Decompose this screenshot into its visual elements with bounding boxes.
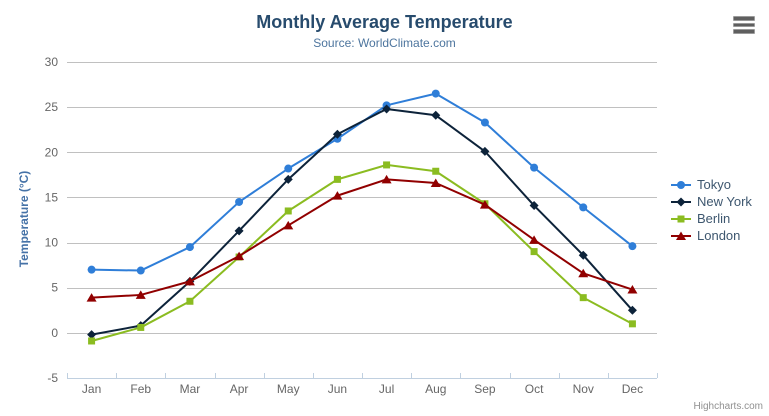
x-axis-tick-label: Sep [474, 382, 496, 396]
hamburger-icon [733, 22, 755, 28]
data-point-square[interactable] [432, 167, 440, 175]
x-axis-tick-label: May [277, 382, 300, 396]
x-axis-tick-label: Jun [328, 382, 347, 396]
legend-marker-square-icon [671, 215, 691, 222]
data-point-square[interactable] [628, 320, 636, 328]
data-point-circle[interactable] [185, 243, 194, 252]
series-new-york[interactable] [87, 104, 637, 340]
data-point-triangle[interactable] [479, 200, 490, 209]
data-point-diamond[interactable] [529, 201, 539, 211]
data-point-square[interactable] [137, 323, 145, 331]
data-point-diamond[interactable] [234, 226, 244, 236]
data-point-diamond[interactable] [480, 146, 490, 156]
chart-subtitle: Source: WorldClimate.com [313, 36, 456, 50]
data-point-diamond[interactable] [87, 330, 97, 340]
y-axis-tick-label: 5 [51, 281, 58, 295]
x-axis-tick-label: Nov [573, 382, 594, 396]
x-axis-tick-label: Aug [425, 382, 446, 396]
x-axis-tick-label: Oct [525, 382, 544, 396]
data-point-triangle[interactable] [381, 174, 392, 184]
series-london[interactable] [86, 174, 638, 302]
data-point-square[interactable] [677, 215, 685, 222]
data-point-diamond[interactable] [578, 250, 588, 260]
data-point-circle[interactable] [431, 89, 440, 98]
data-point-circle[interactable] [480, 118, 489, 127]
data-point-triangle[interactable] [332, 191, 343, 200]
series-line [90, 107, 634, 336]
series-line [90, 163, 634, 342]
data-point-circle[interactable] [628, 242, 637, 251]
export-menu-button[interactable] [731, 14, 755, 36]
x-axis-tick-label: Jan [82, 382, 101, 396]
legend-marker-diamond-icon [671, 197, 691, 206]
legend-label: Tokyo [697, 177, 731, 192]
legend: Tokyo New York Berlin London [669, 176, 752, 244]
data-point-square[interactable] [579, 294, 587, 302]
data-point-diamond[interactable] [332, 129, 342, 139]
legend-item-london[interactable]: London [669, 227, 752, 244]
data-point-triangle[interactable] [430, 178, 441, 187]
y-axis-tick-label: -5 [47, 371, 58, 385]
y-axis-tick-label: 10 [45, 236, 59, 250]
y-axis-tick-label: 30 [45, 55, 59, 69]
data-point-square[interactable] [333, 175, 341, 183]
data-point-triangle[interactable] [578, 268, 589, 278]
data-point-triangle[interactable] [234, 251, 245, 261]
data-point-square[interactable] [88, 337, 96, 345]
data-point-circle[interactable] [136, 266, 145, 275]
data-point-circle[interactable] [284, 164, 293, 173]
data-point-triangle[interactable] [283, 220, 294, 230]
x-axis-tick-label: Dec [622, 382, 643, 396]
data-point-diamond[interactable] [627, 305, 637, 315]
data-point-square[interactable] [383, 161, 391, 169]
y-axis-tick-label: 15 [45, 190, 59, 204]
legend-item-new-york[interactable]: New York [669, 193, 752, 210]
data-point-triangle[interactable] [676, 231, 686, 240]
x-axis-tick-label: Feb [130, 382, 151, 396]
legend-item-berlin[interactable]: Berlin [669, 210, 752, 227]
data-point-square[interactable] [284, 207, 292, 215]
data-point-circle[interactable] [579, 203, 588, 212]
legend-item-tokyo[interactable]: Tokyo [669, 176, 752, 193]
chart-title: Monthly Average Temperature [256, 12, 513, 32]
x-axis-tick-label: Mar [180, 382, 201, 396]
y-axis-tick-label: 25 [45, 100, 59, 114]
legend-label: New York [697, 194, 752, 209]
data-point-diamond[interactable] [676, 197, 686, 206]
y-axis-title: Temperature (°C) [17, 170, 31, 268]
legend-label: Berlin [697, 211, 731, 226]
data-point-triangle[interactable] [86, 293, 97, 302]
series-line [90, 92, 634, 272]
data-point-circle[interactable] [530, 163, 539, 172]
data-point-circle[interactable] [677, 180, 685, 189]
data-point-circle[interactable] [235, 197, 244, 206]
data-point-triangle[interactable] [627, 285, 638, 294]
y-axis-tick-label: 20 [45, 145, 59, 159]
data-point-diamond[interactable] [382, 104, 392, 114]
x-axis-tick-label: Apr [230, 382, 249, 396]
x-axis-tick-label: Jul [379, 382, 394, 396]
series-tokyo[interactable] [87, 89, 637, 275]
y-axis-tick-label: 0 [51, 326, 58, 340]
legend-marker-circle-icon [671, 180, 691, 189]
data-point-triangle[interactable] [135, 290, 146, 299]
data-point-square[interactable] [530, 248, 538, 256]
data-point-diamond[interactable] [283, 174, 293, 184]
data-point-triangle[interactable] [529, 235, 540, 244]
legend-marker-triangle-icon [671, 231, 691, 240]
hamburger-icon [733, 29, 755, 35]
legend-label: London [697, 228, 741, 243]
data-point-diamond[interactable] [431, 110, 441, 120]
data-point-circle[interactable] [87, 265, 96, 274]
data-point-square[interactable] [186, 297, 194, 305]
data-point-triangle[interactable] [184, 276, 195, 286]
series-line [90, 178, 634, 299]
highcharts-credit-link[interactable]: Highcharts.com [693, 401, 763, 412]
hamburger-icon [733, 16, 755, 21]
